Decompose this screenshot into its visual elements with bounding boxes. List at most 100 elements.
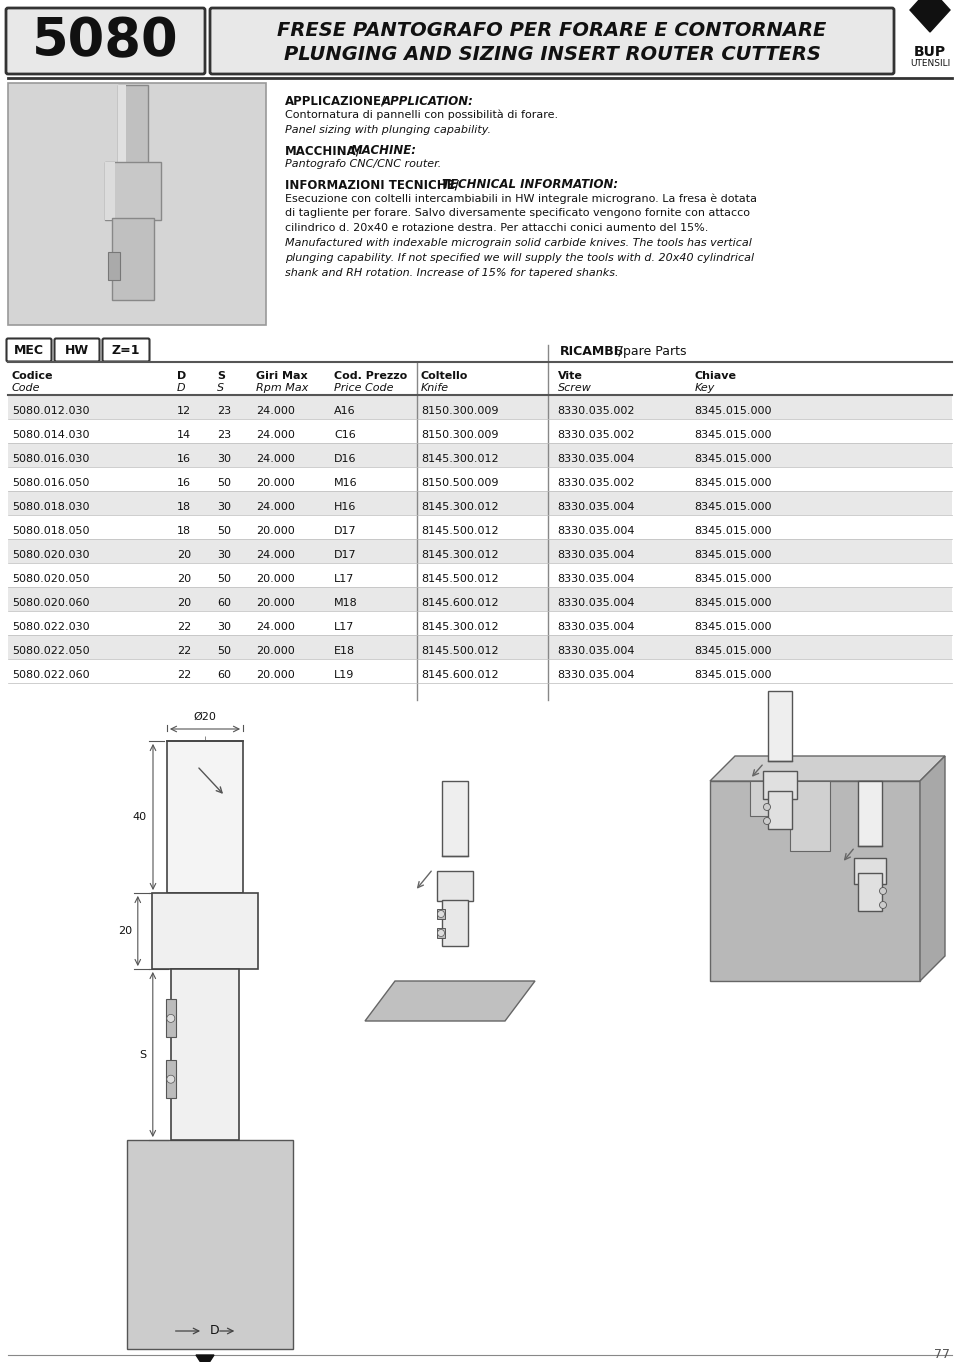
FancyBboxPatch shape	[6, 8, 205, 74]
Text: M18: M18	[334, 598, 358, 607]
Bar	[8, 467, 952, 490]
Text: Codice: Codice	[12, 370, 54, 381]
Text: 8150.300.009: 8150.300.009	[420, 430, 498, 440]
Text: Coltello: Coltello	[420, 370, 468, 381]
Text: FRESE PANTOGRAFO PER FORARE E CONTORNARE: FRESE PANTOGRAFO PER FORARE E CONTORNARE	[277, 20, 827, 39]
Text: 8330.035.002: 8330.035.002	[558, 406, 636, 415]
Text: 5080.020.030: 5080.020.030	[12, 550, 89, 560]
Text: 8345.015.000: 8345.015.000	[694, 430, 772, 440]
Bar	[768, 791, 792, 829]
Text: APPLICATION:: APPLICATION:	[382, 95, 474, 108]
Text: 16: 16	[178, 478, 191, 488]
Text: E18: E18	[334, 646, 355, 656]
Text: MACHINE:: MACHINE:	[351, 144, 417, 157]
Bar	[8, 83, 266, 326]
Text: 30: 30	[217, 454, 230, 464]
Text: S: S	[217, 383, 224, 394]
Text: 5080.014.030: 5080.014.030	[12, 430, 89, 440]
Text: Vite: Vite	[558, 370, 583, 381]
Text: Panel sizing with plunging capability.: Panel sizing with plunging capability.	[285, 125, 491, 135]
Text: M16: M16	[334, 478, 357, 488]
Text: 30: 30	[217, 622, 230, 632]
Text: cilindrico d. 20x40 e rotazione destra. Per attacchi conici aumento del 15%.: cilindrico d. 20x40 e rotazione destra. …	[285, 223, 708, 233]
Text: 18: 18	[178, 526, 191, 537]
Text: Rpm Max: Rpm Max	[256, 383, 309, 394]
Bar	[8, 515, 952, 539]
Text: Giri Max: Giri Max	[256, 370, 308, 381]
Text: MEC: MEC	[14, 343, 44, 357]
Text: 8345.015.000: 8345.015.000	[694, 598, 772, 607]
Text: 50: 50	[217, 526, 230, 537]
Text: 8330.035.004: 8330.035.004	[558, 550, 636, 560]
Text: 8150.300.009: 8150.300.009	[420, 406, 498, 415]
Text: S: S	[139, 1050, 147, 1060]
Text: Ø20: Ø20	[194, 712, 216, 722]
Text: 5080.016.050: 5080.016.050	[12, 478, 89, 488]
Text: C16: C16	[334, 430, 355, 440]
Text: Price Code: Price Code	[334, 383, 394, 394]
Circle shape	[167, 1075, 175, 1083]
Text: 5080.016.030: 5080.016.030	[12, 454, 89, 464]
Text: 8330.035.004: 8330.035.004	[558, 503, 636, 512]
Text: 5080.012.030: 5080.012.030	[12, 406, 89, 415]
Text: Spare Parts: Spare Parts	[615, 345, 686, 358]
Bar	[768, 691, 792, 761]
Bar	[437, 872, 473, 902]
Text: 20: 20	[118, 926, 132, 936]
Text: Contornatura di pannelli con possibilità di forare.: Contornatura di pannelli con possibilità…	[285, 110, 558, 120]
Text: plunging capability. If not specified we will supply the tools with d. 20x40 cyl: plunging capability. If not specified we…	[285, 253, 755, 263]
Text: 8345.015.000: 8345.015.000	[694, 550, 772, 560]
Text: 30: 30	[217, 503, 230, 512]
Bar	[8, 443, 952, 467]
Text: 22: 22	[178, 622, 191, 632]
Text: Knife: Knife	[420, 383, 449, 394]
Polygon shape	[710, 780, 920, 981]
Circle shape	[438, 929, 444, 937]
Bar	[8, 563, 952, 587]
Circle shape	[879, 902, 886, 908]
Text: 50: 50	[217, 646, 230, 656]
Text: 24.000: 24.000	[256, 406, 296, 415]
Text: 24.000: 24.000	[256, 454, 296, 464]
Text: 20.000: 20.000	[256, 573, 296, 584]
Text: 8345.015.000: 8345.015.000	[694, 622, 772, 632]
Text: L17: L17	[334, 573, 354, 584]
Text: A16: A16	[334, 406, 355, 415]
Text: MACCHINA/: MACCHINA/	[285, 144, 361, 157]
Text: Esecuzione con coltelli intercambiabili in HW integrale micrograno. La fresa è d: Esecuzione con coltelli intercambiabili …	[285, 193, 757, 203]
Text: H16: H16	[334, 503, 356, 512]
Polygon shape	[920, 756, 945, 981]
Text: 12: 12	[178, 406, 191, 415]
Text: 8330.035.002: 8330.035.002	[558, 430, 636, 440]
Text: 8145.500.012: 8145.500.012	[420, 646, 498, 656]
Circle shape	[763, 817, 771, 824]
Bar	[854, 858, 886, 884]
Text: Cod. Prezzo: Cod. Prezzo	[334, 370, 407, 381]
FancyBboxPatch shape	[7, 339, 52, 361]
Circle shape	[167, 1015, 175, 1023]
Bar	[118, 84, 126, 165]
Bar	[166, 1060, 176, 1098]
Text: 8330.035.004: 8330.035.004	[558, 573, 636, 584]
Bar	[8, 659, 952, 682]
Bar	[166, 1000, 176, 1038]
Bar	[167, 741, 243, 893]
Text: 24.000: 24.000	[256, 550, 296, 560]
Text: di tagliente per forare. Salvo diversamente specificato vengono fornite con atta: di tagliente per forare. Salvo diversame…	[285, 208, 750, 218]
Bar	[108, 252, 120, 281]
Bar	[8, 612, 952, 635]
Text: 22: 22	[178, 646, 191, 656]
Text: S: S	[217, 370, 225, 381]
Text: 8145.300.012: 8145.300.012	[420, 454, 498, 464]
Text: 5080: 5080	[32, 15, 179, 67]
Text: 60: 60	[217, 670, 230, 680]
Bar	[8, 419, 952, 443]
Text: Pantografo CNC/CNC router.: Pantografo CNC/CNC router.	[285, 159, 442, 169]
Text: 8150.500.009: 8150.500.009	[420, 478, 498, 488]
Text: 5080.022.060: 5080.022.060	[12, 670, 89, 680]
Text: 8345.015.000: 8345.015.000	[694, 454, 772, 464]
Text: 23: 23	[217, 430, 231, 440]
Text: 8145.300.012: 8145.300.012	[420, 503, 498, 512]
Text: 24.000: 24.000	[256, 430, 296, 440]
Text: APPLICAZIONE/: APPLICAZIONE/	[285, 95, 386, 108]
